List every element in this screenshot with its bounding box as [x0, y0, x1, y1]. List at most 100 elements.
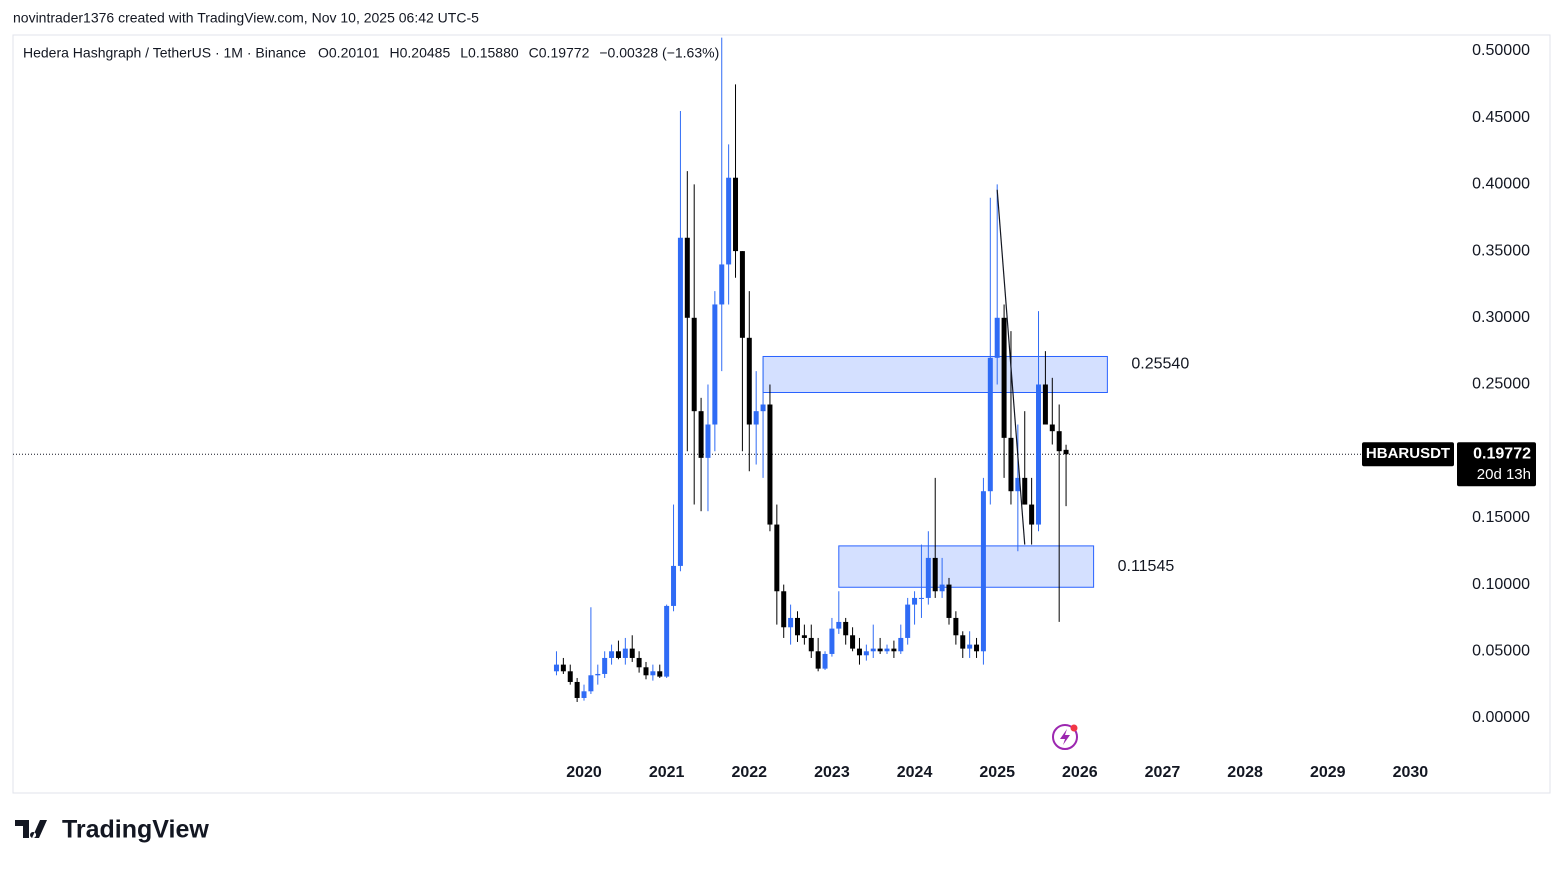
candle-body [801, 635, 807, 638]
x-tick-label: 2028 [1227, 764, 1263, 781]
candle-body [850, 635, 856, 649]
candle-body [905, 604, 911, 638]
candle-body [664, 605, 670, 677]
frame [12, 34, 1551, 794]
candle-body [1042, 384, 1048, 425]
y-tick-label: 0.50000 [1472, 42, 1530, 59]
candle-body [1063, 449, 1069, 455]
candle-body [932, 557, 938, 592]
x-tick-label: 2027 [1145, 764, 1181, 781]
zone [838, 545, 1095, 588]
candle-body [726, 177, 732, 265]
candle-body [650, 671, 656, 676]
y-tick-label: 0.25000 [1472, 376, 1530, 393]
candle-body [1049, 424, 1055, 432]
candle-body [609, 651, 615, 658]
candle-body [960, 635, 966, 649]
candle-body [925, 557, 931, 598]
x-tick-label: 2026 [1062, 764, 1098, 781]
header: novintrader1376 created with TradingView… [13, 10, 479, 26]
candle-body [739, 251, 745, 338]
legend-key: O [318, 45, 329, 61]
candle-body [602, 657, 608, 674]
legend-value: 0.20101 [329, 45, 380, 61]
candle-body [760, 404, 766, 412]
x-tick-label: 2023 [814, 764, 850, 781]
x-tick-label: 2022 [731, 764, 767, 781]
zone-label: 0.25540 [1131, 356, 1189, 373]
candle-body [870, 648, 876, 652]
candle-body [574, 681, 580, 698]
y-tick-label: 0.35000 [1472, 242, 1530, 259]
logo [15, 820, 47, 838]
candle-body [719, 264, 725, 305]
candle-body [808, 637, 814, 652]
candle-body [774, 524, 780, 592]
legend-value: 0.20485 [400, 45, 451, 61]
candle-body [746, 337, 752, 425]
x-tick-label: 2021 [649, 764, 685, 781]
countdown: 20d 13h [1477, 466, 1531, 483]
candle-body [856, 648, 862, 656]
candle-body [767, 404, 773, 525]
x-tick-label: 2024 [897, 764, 933, 781]
candle-body [974, 644, 980, 652]
price-tag: 0.19772 [1473, 445, 1531, 462]
candle-body [912, 597, 918, 605]
candle-body [691, 317, 697, 412]
candle-body [1001, 317, 1007, 438]
y-tick-label: 0.40000 [1472, 176, 1530, 193]
candle-body [643, 667, 649, 676]
candle-body [843, 621, 849, 636]
candle-body [1015, 477, 1021, 492]
candle-body [705, 424, 711, 458]
candle-body [677, 237, 683, 566]
y-tick-label: 0.10000 [1472, 576, 1530, 593]
trendline [996, 189, 1026, 545]
x-tick-label: 2029 [1310, 764, 1346, 781]
legend-key: H [390, 45, 400, 61]
candle-body [567, 671, 573, 682]
candle-body [671, 565, 677, 606]
candle-body [581, 691, 587, 698]
y-tick-label: 0.30000 [1472, 309, 1530, 326]
candle-body [753, 411, 759, 425]
zone-label: 0.11545 [1118, 558, 1175, 575]
y-tick-label: 0.05000 [1472, 643, 1530, 660]
y-tick-label: 0.00000 [1472, 709, 1530, 726]
candle-body [877, 648, 883, 652]
alert-icon [1052, 724, 1078, 750]
candle-body [698, 411, 704, 458]
candle-body [822, 653, 828, 669]
y-tick-label: 0.15000 [1472, 509, 1530, 526]
candle-body [946, 584, 952, 618]
candle-body [994, 317, 1000, 358]
price-tag-bg [1457, 442, 1536, 487]
brand: TradingView [62, 816, 209, 844]
candle-body [980, 491, 986, 652]
candle-body [781, 591, 787, 628]
legend-key: C [529, 45, 539, 61]
candle-body [560, 664, 566, 672]
candle-body [684, 237, 690, 318]
candle-body [967, 644, 973, 649]
candle-body [829, 628, 835, 654]
symbol-tag: HBARUSDT [1366, 445, 1450, 462]
zone [762, 355, 1108, 393]
x-tick-label: 2030 [1393, 764, 1429, 781]
candle-body [898, 637, 904, 652]
candle-body [1036, 384, 1042, 525]
candle-body [836, 621, 842, 629]
y-tick-label: 0.45000 [1472, 109, 1530, 126]
candle-body [1008, 437, 1014, 492]
candle-body [891, 648, 897, 652]
candle-body [595, 673, 601, 676]
candle-body [987, 357, 993, 492]
symbol-tag-bg [1362, 442, 1454, 467]
x-tick-label: 2020 [566, 764, 602, 781]
candle-body [815, 651, 821, 669]
candle-body [788, 617, 794, 628]
candle-body [918, 597, 924, 599]
candle-body [712, 304, 718, 425]
